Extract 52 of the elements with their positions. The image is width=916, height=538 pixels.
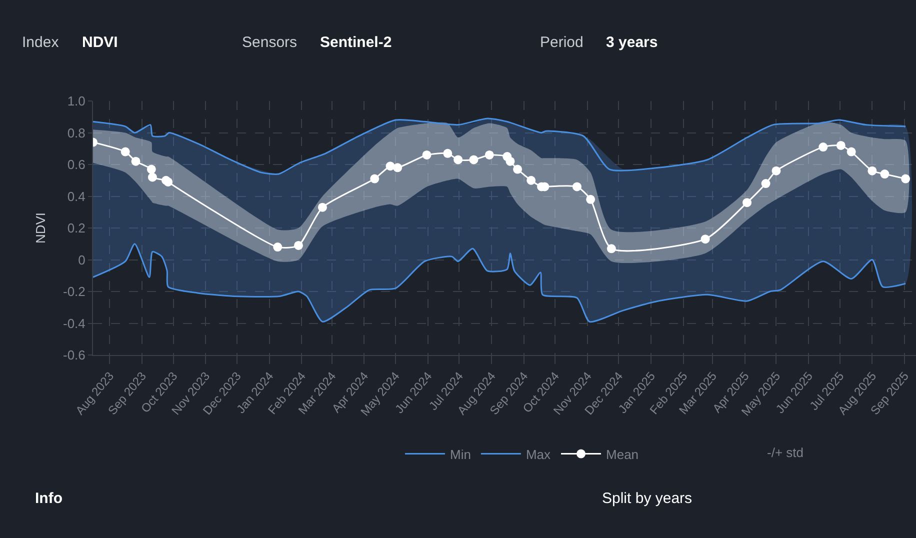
text: Sensors xyxy=(242,34,298,51)
line-series xyxy=(93,243,906,322)
text: Index xyxy=(22,34,60,51)
y-tick-label: 0.6 xyxy=(67,157,86,172)
y-tick-label: -0.2 xyxy=(62,284,86,300)
point xyxy=(294,240,303,250)
y-tick-label: 0.4 xyxy=(67,188,86,204)
legend-label: Mean xyxy=(606,446,639,462)
y-tick-label: 0.2 xyxy=(67,220,86,236)
text: Info xyxy=(35,490,62,507)
point xyxy=(526,176,536,185)
text: -/+ std xyxy=(767,445,804,460)
point xyxy=(606,244,616,254)
point xyxy=(148,172,157,182)
point xyxy=(868,166,877,176)
point xyxy=(742,198,752,208)
point xyxy=(422,150,432,160)
point xyxy=(836,140,846,150)
y-tick-label: -0.6 xyxy=(62,348,86,363)
point xyxy=(131,156,140,166)
point xyxy=(484,150,494,160)
y-axis-title: NDVI xyxy=(32,212,48,244)
legend-label: Max xyxy=(526,446,552,462)
point xyxy=(772,166,781,176)
y-tick-label: 0.8 xyxy=(67,125,86,140)
point xyxy=(818,142,828,152)
text: 3 years xyxy=(606,34,658,51)
text: Sentinel-2 xyxy=(320,34,392,51)
text: Period xyxy=(540,34,584,51)
point xyxy=(393,163,402,172)
point xyxy=(700,234,710,244)
point xyxy=(901,174,910,184)
text: NDVI xyxy=(82,34,118,51)
point xyxy=(273,242,282,252)
point xyxy=(469,155,478,164)
point xyxy=(586,194,596,204)
point xyxy=(318,202,327,212)
point xyxy=(761,179,770,188)
y-tick-label: 0 xyxy=(78,252,86,268)
point xyxy=(572,182,582,192)
y-tick-label: -0.4 xyxy=(62,316,86,331)
line-series xyxy=(93,118,906,175)
point xyxy=(120,147,130,156)
point xyxy=(846,147,856,156)
point xyxy=(880,170,890,179)
point xyxy=(370,174,380,184)
text: Split by years xyxy=(602,490,692,507)
legend-label: Min xyxy=(450,446,471,462)
y-tick-label: 1.0 xyxy=(67,94,86,109)
point xyxy=(513,164,522,174)
point xyxy=(443,148,452,158)
point xyxy=(454,155,463,164)
